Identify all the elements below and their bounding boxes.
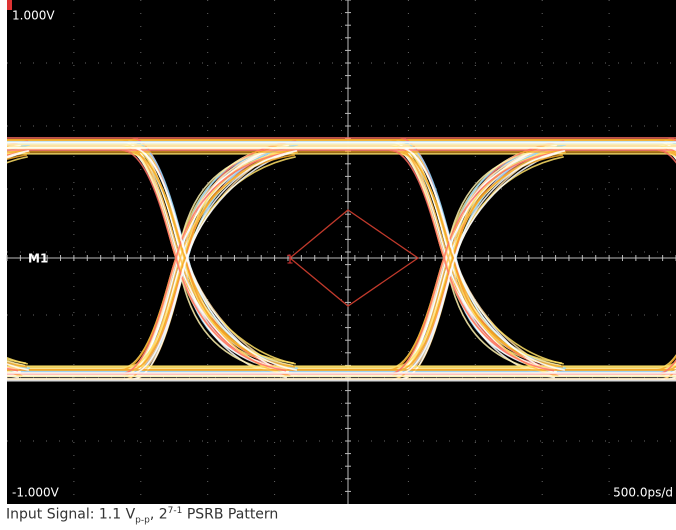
caption-text: Input Signal: 1.1 V — [6, 507, 135, 523]
marker-label: M1 — [28, 252, 48, 266]
caption-superscript: 7-1 — [168, 506, 183, 516]
timebase-label: 500.0ps/d — [613, 486, 673, 500]
caption: Input Signal: 1.1 Vp-p, 27-1 PSRB Patter… — [6, 506, 278, 525]
caption-subscript: p-p — [135, 515, 150, 525]
bottom-voltage-label: -1.000V — [12, 486, 60, 500]
top-voltage-label: 1.000V — [12, 9, 55, 23]
caption-end: PSRB Pattern — [182, 507, 278, 523]
screen-background — [7, 0, 676, 504]
channel-label: 1 — [286, 253, 294, 267]
scope-screen: 1.000V -1.000V 500.0ps/d M1 1 — [0, 0, 676, 504]
page: 1.000V -1.000V 500.0ps/d M1 1 Input Sign… — [0, 0, 676, 530]
caption-middle: , 2 — [150, 507, 168, 523]
